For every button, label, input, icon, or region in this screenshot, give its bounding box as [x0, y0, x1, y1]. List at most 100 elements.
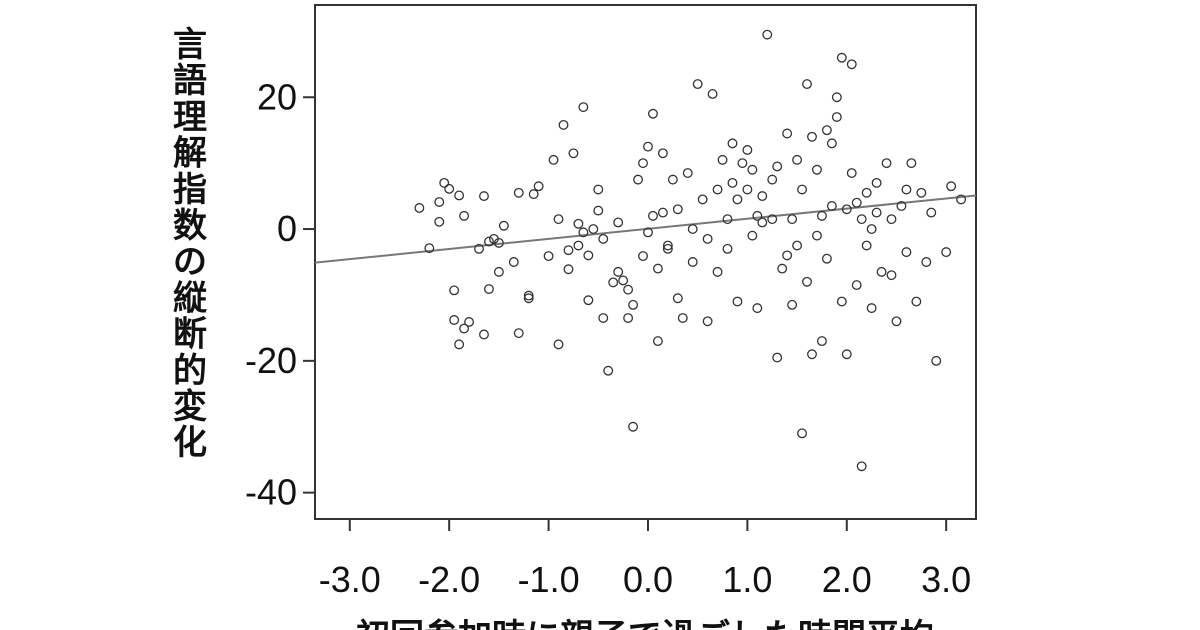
data-point	[747, 230, 758, 241]
data-point	[628, 421, 639, 432]
data-point	[563, 245, 574, 256]
data-point	[633, 174, 643, 185]
data-point	[682, 168, 693, 178]
data-point	[493, 266, 504, 277]
data-point	[454, 190, 465, 201]
data-point	[613, 217, 624, 228]
data-point	[692, 79, 703, 90]
data-point	[851, 197, 862, 208]
data-point	[787, 214, 798, 225]
data-point	[807, 349, 817, 360]
data-point	[727, 138, 738, 149]
data-point	[772, 352, 783, 363]
data-point	[483, 284, 494, 294]
data-point	[662, 243, 673, 254]
data-point	[414, 203, 425, 213]
data-point	[459, 323, 470, 334]
data-point	[652, 336, 663, 347]
plot-frame	[314, 4, 977, 520]
data-point	[508, 257, 519, 267]
data-point	[732, 194, 743, 205]
y-tick-label: -40	[245, 472, 297, 513]
y-tick-label: -20	[245, 340, 297, 381]
data-point	[697, 194, 708, 205]
y-axis-title-char: 語	[173, 61, 207, 101]
data-point	[797, 428, 808, 439]
data-point	[613, 266, 624, 277]
data-point	[578, 227, 589, 238]
y-axis-title: 言語理解指数の縦断的変化	[173, 25, 207, 463]
data-point	[831, 112, 842, 122]
data-point	[802, 276, 812, 287]
data-point	[464, 317, 475, 327]
y-tick-label: 20	[257, 76, 297, 117]
data-point	[896, 201, 907, 211]
data-point	[956, 194, 967, 205]
data-point	[648, 108, 658, 119]
data-point	[782, 128, 793, 139]
data-point	[752, 303, 763, 314]
data-point	[856, 214, 867, 225]
data-point	[757, 191, 768, 202]
data-point	[866, 224, 877, 235]
data-point	[712, 184, 723, 195]
data-point	[816, 210, 827, 221]
y-axis-title-char: 断	[173, 315, 207, 355]
data-point	[523, 290, 534, 301]
x-tick-label: 2.0	[822, 559, 872, 600]
data-point	[886, 214, 897, 225]
data-point	[493, 237, 504, 248]
data-point	[916, 187, 927, 198]
data-point	[687, 257, 698, 267]
data-point	[687, 224, 698, 235]
data-point	[638, 251, 648, 262]
y-axis-title-char: 理	[173, 97, 207, 137]
data-point	[921, 257, 932, 267]
data-point	[802, 79, 812, 90]
data-point	[881, 158, 892, 169]
data-point	[667, 174, 678, 185]
x-axis-ticks: -3.0 -2.0 -1.0 0.0 1.0 2.0 3.0	[319, 519, 971, 600]
data-point	[598, 233, 609, 244]
x-tick-label: 0.0	[623, 559, 673, 600]
data-point	[449, 285, 460, 296]
data-point	[598, 313, 609, 323]
data-point	[608, 277, 619, 288]
data-point	[866, 303, 877, 314]
data-point	[846, 59, 857, 70]
data-point	[826, 138, 837, 149]
data-point	[831, 92, 842, 103]
data-point	[657, 207, 668, 218]
data-point	[787, 299, 798, 310]
data-point	[677, 313, 688, 323]
data-point	[946, 181, 957, 192]
x-tick-label: -1.0	[518, 559, 580, 600]
data-point	[618, 275, 629, 286]
data-point	[543, 251, 554, 262]
data-point	[628, 299, 639, 310]
data-point	[762, 29, 773, 40]
data-point	[513, 187, 524, 198]
data-point	[876, 266, 887, 277]
data-point	[727, 177, 738, 188]
data-point	[767, 214, 778, 225]
data-point	[722, 214, 733, 225]
data-point	[662, 240, 673, 251]
data-point	[657, 148, 668, 159]
y-axis-title-char: の	[173, 242, 207, 282]
data-point	[568, 148, 579, 159]
data-point	[792, 154, 803, 165]
data-point	[652, 263, 663, 274]
data-point	[856, 461, 867, 472]
data-point	[523, 293, 534, 304]
data-point	[941, 247, 952, 258]
data-point	[846, 168, 857, 178]
data-point	[871, 207, 882, 218]
data-point	[578, 102, 589, 113]
data-point	[886, 270, 897, 281]
data-point	[483, 236, 494, 247]
data-point	[752, 210, 763, 221]
data-point	[707, 89, 718, 99]
data-point	[891, 316, 902, 327]
